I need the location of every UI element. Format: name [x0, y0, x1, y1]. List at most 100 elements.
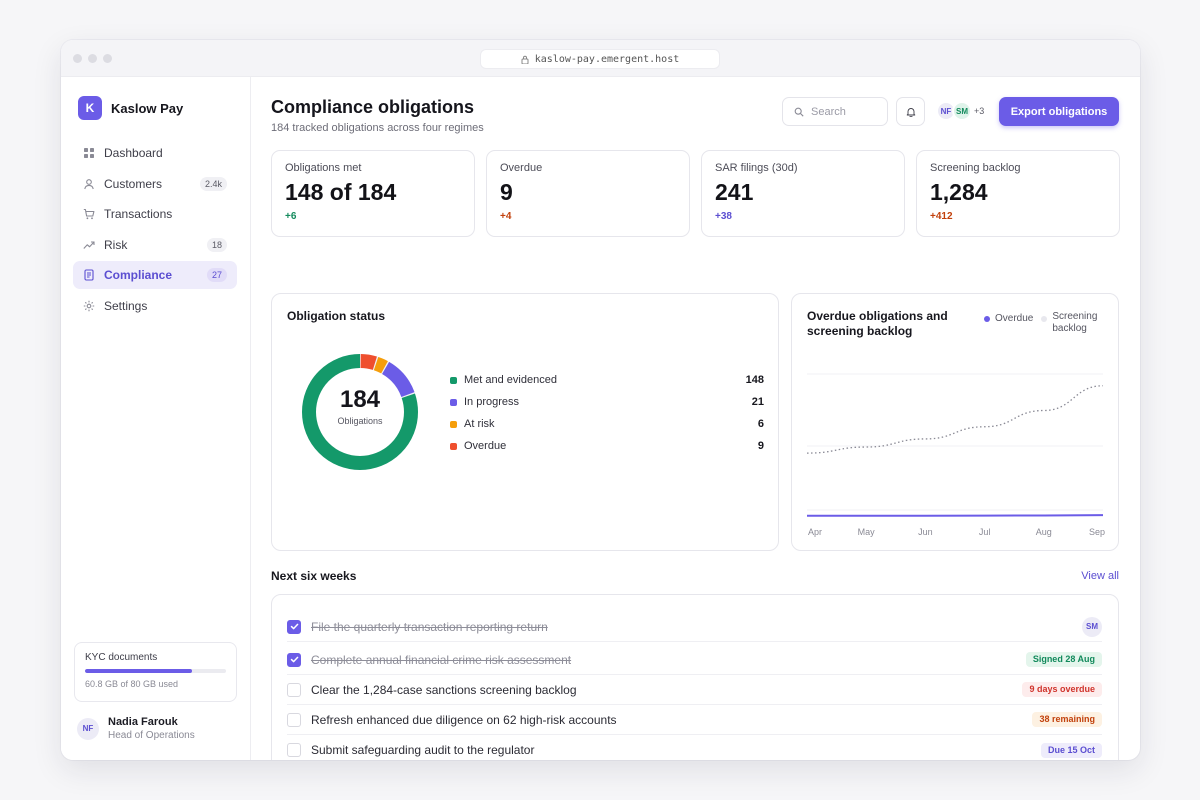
- kpi-delta: +38: [715, 211, 732, 222]
- task-row[interactable]: File the quarterly transaction reporting…: [287, 612, 1102, 642]
- sidebar-item-transactions[interactable]: Transactions: [73, 200, 237, 228]
- storage-card: KYC documents 60.8 GB of 80 GB used: [74, 642, 237, 702]
- kpi-delta: +4: [500, 211, 512, 222]
- url-text: kaslow-pay.emergent.host: [534, 53, 680, 65]
- sidebar-item-customers[interactable]: Customers 2.4k: [73, 170, 237, 198]
- grid-icon: [83, 147, 95, 159]
- legend-label: Overdue: [995, 313, 1034, 324]
- sidebar-item-label: Customers: [104, 176, 163, 191]
- series-line-screening-backlog: [806, 385, 1104, 454]
- kpi-card-overdue: Overdue 9 +4: [486, 150, 690, 237]
- kpi-value: 241: [715, 179, 754, 205]
- status-badge: Signed 28 Aug: [1025, 652, 1102, 667]
- status-legend-row: Met and evidenced 148: [450, 372, 764, 388]
- trend-icon: [83, 239, 95, 251]
- kpi-value: 9: [500, 179, 513, 205]
- legend-item-backlog: Screening backlog: [1041, 311, 1104, 335]
- card-title: Overdue obligations and screening backlo…: [807, 309, 948, 338]
- legend-swatch: [450, 398, 457, 406]
- kpi-card-obligations-met: Obligations met 148 of 184 +6: [271, 150, 475, 237]
- status-badge: Due 15 Oct: [1040, 742, 1102, 758]
- sidebar-item-risk[interactable]: Risk 18: [73, 231, 237, 259]
- sidebar-item-badge: 27: [206, 268, 227, 282]
- notifications-button[interactable]: [896, 97, 925, 126]
- brand-logo: K: [78, 96, 102, 120]
- window-minimize-dot[interactable]: [88, 54, 97, 63]
- kpi-card-screening-backlog: Screening backlog 1,284 +412: [916, 150, 1120, 237]
- legend-swatch: [1041, 316, 1048, 322]
- avatars-more-count: +3: [974, 106, 985, 116]
- task-row[interactable]: Complete annual financial crime risk ass…: [287, 645, 1102, 675]
- window-close-dot[interactable]: [73, 54, 82, 63]
- sidebar-item-settings[interactable]: Settings: [73, 292, 237, 320]
- overdue-trend-card: Overdue obligations and screening backlo…: [791, 293, 1119, 551]
- collaborator-avatars[interactable]: NF SM +3: [936, 101, 984, 121]
- kpi-label: SAR filings (30d): [715, 162, 798, 174]
- gear-icon: [83, 300, 95, 312]
- status-legend-row: In progress 21: [450, 394, 764, 410]
- bell-icon: [906, 107, 915, 117]
- search-input[interactable]: Search: [782, 97, 888, 126]
- x-tick-label: May: [857, 527, 875, 537]
- legend-label: Screening backlog: [1052, 311, 1098, 334]
- page-subtitle: 184 tracked obligations across four regi…: [271, 122, 484, 134]
- legend-item-overdue: Overdue: [984, 313, 1033, 335]
- task-list: File the quarterly transaction reporting…: [271, 594, 1119, 760]
- sidebar-item-compliance[interactable]: Compliance 27: [73, 261, 237, 289]
- export-obligations-button[interactable]: Export obligations: [999, 97, 1119, 126]
- window-maximize-dot[interactable]: [103, 54, 112, 63]
- cart-icon: [83, 208, 95, 220]
- kpi-label: Screening backlog: [930, 162, 1021, 174]
- avatar: NF: [77, 717, 99, 740]
- legend-label: In progress: [464, 396, 520, 408]
- task-row[interactable]: Clear the 1,284-case sanctions screening…: [287, 675, 1102, 705]
- x-tick-label: Apr: [807, 527, 823, 537]
- kpi-label: Overdue: [500, 162, 543, 174]
- legend-value: 148: [745, 374, 764, 386]
- storage-progress-bar: [85, 669, 226, 673]
- x-tick-label: Jul: [978, 527, 991, 537]
- task-checkbox[interactable]: [287, 652, 301, 667]
- sidebar-item-label: Risk: [104, 237, 128, 252]
- task-checkbox[interactable]: [287, 712, 301, 727]
- task-checkbox[interactable]: [287, 682, 301, 697]
- task-text: Refresh enhanced due diligence on 62 hig…: [311, 712, 617, 727]
- obligation-status-card: Obligation status 184 Obligations Met an…: [271, 293, 779, 551]
- section-title: Next six weeks: [271, 569, 357, 583]
- storage-used-text: 60.8 GB of 80 GB used: [85, 679, 179, 689]
- donut-center-value: 184: [339, 386, 381, 413]
- brand-name: Kaslow Pay: [111, 100, 184, 116]
- check-icon: [290, 656, 298, 663]
- status-badge: 38 remaining: [1032, 712, 1102, 727]
- legend-label: Met and evidenced: [464, 374, 557, 386]
- x-tick-label: Jun: [918, 527, 933, 537]
- task-text: Submit safeguarding audit to the regulat…: [311, 743, 535, 757]
- donut-slice-met-and-evidenced[interactable]: [302, 354, 418, 470]
- task-row[interactable]: Refresh enhanced due diligence on 62 hig…: [287, 705, 1102, 735]
- donut-center: 184 Obligations: [295, 386, 425, 426]
- sidebar-nav: Dashboard Customers 2.4k Transactions Ri…: [73, 139, 237, 322]
- view-all-link[interactable]: View all: [1081, 570, 1119, 582]
- task-text: Complete annual financial crime risk ass…: [311, 652, 572, 667]
- kpi-value: 1,284: [930, 179, 988, 205]
- task-row[interactable]: Submit safeguarding audit to the regulat…: [287, 735, 1102, 760]
- legend-swatch: [450, 376, 457, 384]
- current-user[interactable]: NF Nadia Farouk Head of Operations: [77, 716, 195, 741]
- task-checkbox[interactable]: [287, 743, 301, 757]
- x-tick-label: Aug: [1035, 527, 1052, 537]
- series-line-overdue: [807, 514, 1104, 517]
- kpi-value: 148 of 184: [285, 179, 397, 205]
- user-name: Nadia Farouk: [108, 716, 178, 728]
- task-checkbox[interactable]: [287, 619, 301, 634]
- sidebar-item-dashboard[interactable]: Dashboard: [73, 139, 237, 167]
- sidebar-item-label: Transactions: [104, 207, 173, 221]
- kpi-delta: +412: [930, 211, 953, 222]
- browser-window: kaslow-pay.emergent.host K Kaslow Pay Da…: [61, 40, 1140, 760]
- lock-icon: [521, 55, 529, 64]
- brand[interactable]: K Kaslow Pay: [78, 96, 183, 120]
- legend-swatch: [450, 442, 457, 450]
- donut-center-label: Obligations: [337, 416, 383, 426]
- kpi-label: Obligations met: [285, 162, 362, 174]
- legend-label: Overdue: [464, 440, 507, 452]
- address-bar[interactable]: kaslow-pay.emergent.host: [480, 49, 720, 69]
